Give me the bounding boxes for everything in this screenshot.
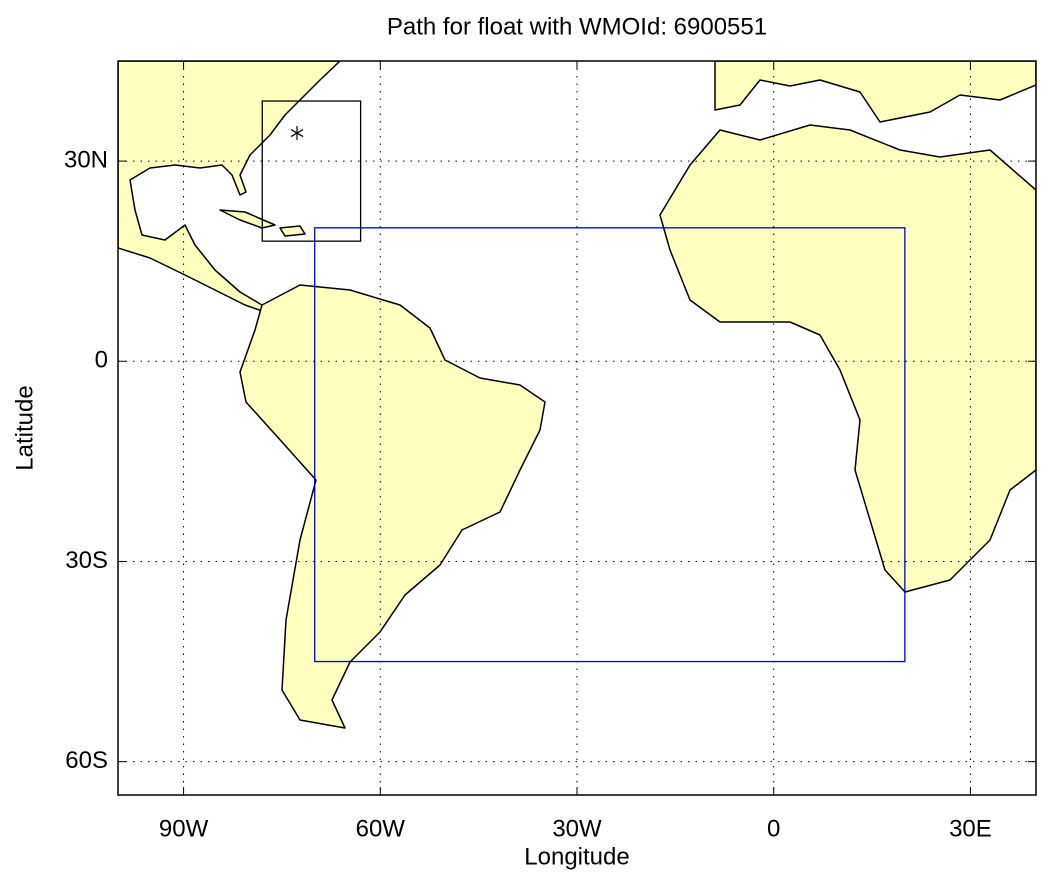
marker-stroke (290, 129, 304, 138)
y-tick-label: 30N (64, 146, 108, 173)
x-axis-label: Longitude (524, 843, 629, 870)
region-box (314, 227, 906, 663)
x-tick-label: 90W (159, 815, 209, 842)
europe (714, 61, 1036, 123)
cuba (219, 209, 276, 229)
y-tick-label: 60S (65, 747, 108, 774)
map-title: Path for float with WMOId: 6900551 (387, 13, 767, 40)
plot-frame (117, 60, 1037, 796)
y-tick-label: 0 (95, 347, 108, 374)
x-tick-label: 60W (356, 815, 406, 842)
region-box (261, 100, 362, 242)
y-axis-label: Latitude (11, 385, 38, 470)
x-tick-label: 30E (949, 815, 992, 842)
x-tick-label: 30W (552, 815, 602, 842)
land (118, 61, 1036, 729)
north-america (118, 61, 341, 313)
x-tick-label: 0 (767, 815, 780, 842)
africa (659, 124, 1036, 593)
float-marker (290, 126, 304, 141)
hispaniola (279, 225, 306, 237)
y-tick-label: 30S (65, 547, 108, 574)
south-america (239, 284, 546, 729)
